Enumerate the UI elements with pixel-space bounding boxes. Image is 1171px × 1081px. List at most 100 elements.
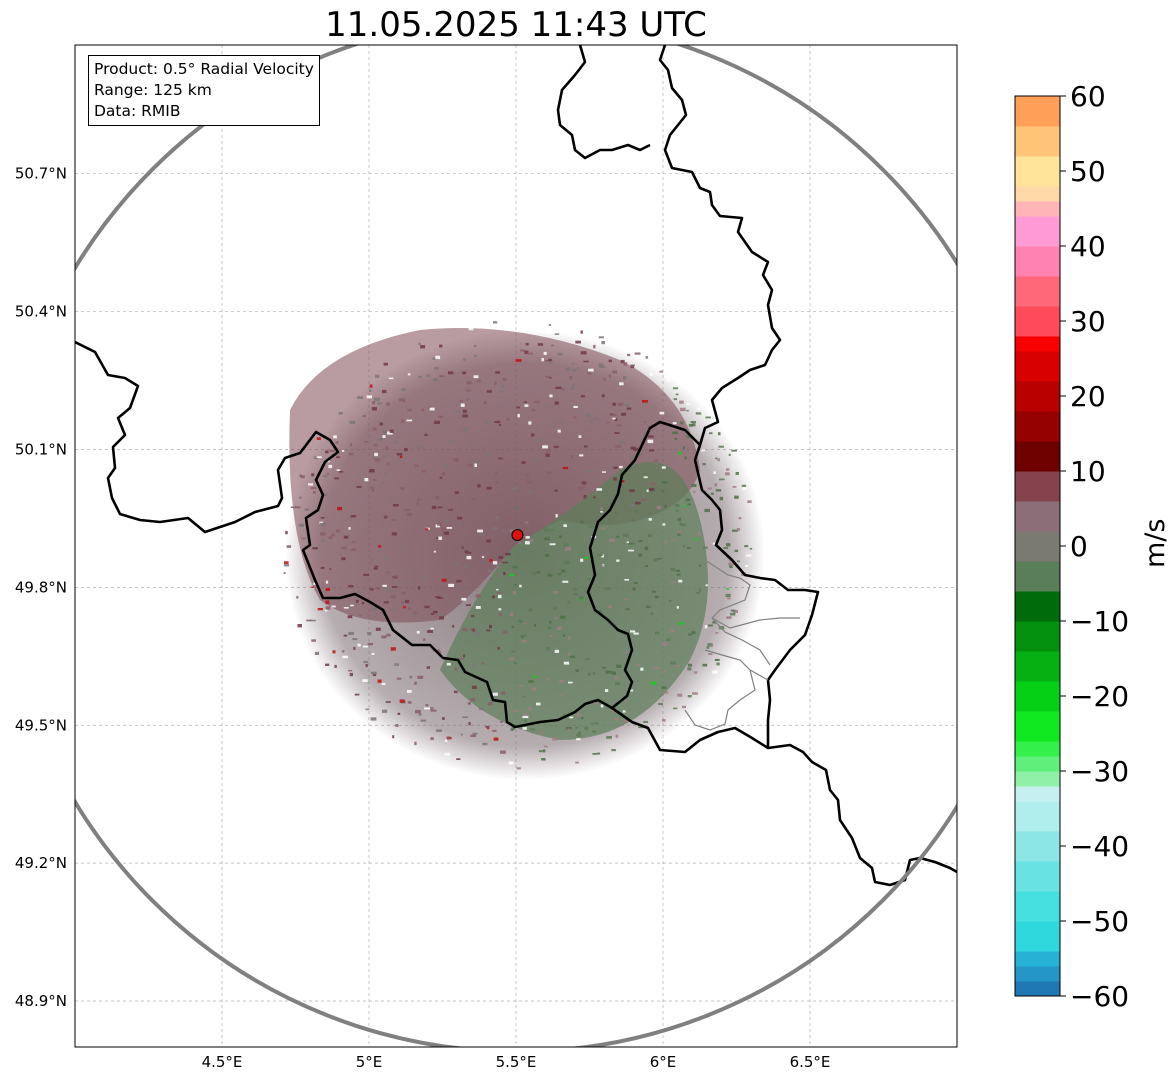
echo-speckle [323,493,328,496]
echo-speckle [635,509,638,513]
echo-speckle [375,586,380,590]
echo-speckle [312,547,318,550]
echo-speckle [328,464,333,469]
echo-speckle [329,568,332,570]
echo-speckle [641,498,647,501]
echo-speckle [373,567,378,570]
echo-speckle [522,695,525,698]
echo-speckle [369,486,374,489]
echo-speckle [544,553,550,557]
echo-speckle [433,550,436,553]
echo-speckle [352,638,358,641]
echo-speckle [606,421,611,424]
echo-speckle [601,564,604,568]
echo-speckle [597,553,603,556]
echo-speckle [442,717,445,720]
echo-speckle [697,531,701,536]
echo-speckle [613,676,619,680]
echo-speckle [744,545,749,548]
echo-speckle [522,640,527,643]
echo-speckle [569,376,573,380]
echo-speckle [688,423,693,427]
echo-speckle [441,471,446,476]
echo-speckle [423,576,427,580]
echo-speckle [294,506,301,509]
echo-speckle [457,586,461,589]
echo-speckle [338,471,344,473]
echo-speckle [525,480,532,484]
echo-speckle [528,707,532,711]
echo-speckle [638,540,643,542]
echo-speckle [583,495,587,499]
echo-speckle [386,589,393,593]
echo-speckle [487,702,493,706]
echo-speckle [446,662,451,666]
echo-speckle [736,528,740,531]
echo-speckle [366,395,372,399]
echo-speckle [492,561,498,565]
echo-speckle [657,558,663,560]
echo-speckle [653,667,659,670]
echo-speckle [596,488,603,491]
echo-speckle [563,634,566,637]
echo-speckle [547,573,553,577]
echo-speckle [357,589,361,594]
echo-speckle [547,626,552,630]
echo-speckle [629,689,634,692]
echo-speckle [343,535,349,539]
echo-speckle [342,655,348,659]
echo-speckle [613,717,619,720]
echo-speckle [584,726,589,730]
echo-speckle [544,537,550,541]
echo-speckle [577,713,582,717]
echo-speckle [736,560,740,563]
echo-speckle [430,483,434,486]
echo-speckle [537,439,543,442]
echo-speckle [555,514,558,518]
echo-speckle [630,364,635,369]
echo-speckle [468,441,473,444]
echo-speckle [446,519,450,523]
echo-speckle [647,534,653,538]
colorbar-segment [1015,441,1060,472]
echo-speckle [606,736,612,739]
echo-speckle [528,421,532,425]
echo-speckle [571,369,577,372]
echo-speckle [310,619,316,622]
echo-speckle [509,574,514,577]
echo-speckle [501,691,505,695]
echo-speckle [550,529,555,531]
echo-speckle [624,403,630,407]
echo-speckle [388,377,394,380]
echo-speckle [555,386,562,389]
echo-speckle [350,515,357,518]
echo-speckle [458,523,463,525]
echo-speckle [506,418,510,421]
echo-speckle [655,631,660,635]
echo-speckle [382,709,388,713]
echo-speckle [407,701,412,704]
echo-speckle [719,496,724,501]
echo-speckle [284,561,289,565]
info-box: Product: 0.5° Radial Velocity Range: 125… [88,55,320,126]
echo-speckle [698,564,702,567]
echo-speckle [371,652,375,655]
echo-speckle [536,571,540,574]
echo-speckle [568,681,573,684]
echo-speckle [531,687,537,691]
echo-speckle [707,624,713,627]
echo-speckle [435,596,441,598]
echo-speckle [463,427,469,430]
echo-speckle [477,484,481,488]
echo-speckle [697,407,701,411]
echo-speckle [311,586,315,588]
echo-speckle [646,605,651,609]
echo-speckle [585,658,590,660]
echo-speckle [666,638,671,641]
echo-speckle [406,513,413,516]
echo-speckle [568,652,571,656]
echo-speckle [386,633,391,637]
echo-speckle [650,612,654,616]
echo-speckle [554,649,559,653]
echo-speckle [430,737,434,741]
